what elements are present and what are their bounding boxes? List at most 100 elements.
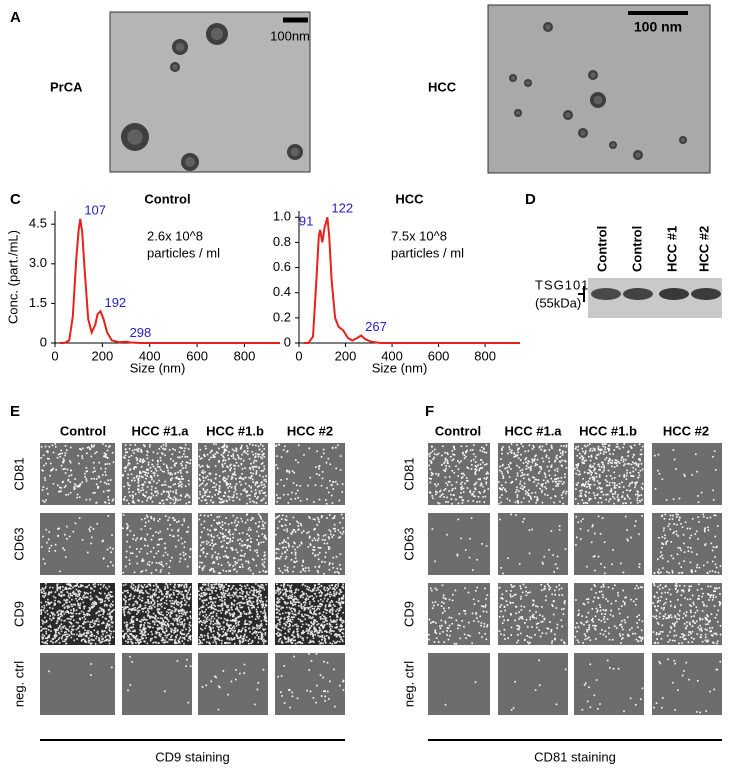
spot [335, 467, 338, 470]
spot [261, 563, 264, 565]
spot [138, 491, 140, 494]
spot [173, 602, 176, 604]
spot [312, 588, 314, 591]
spot [205, 604, 208, 606]
spot [330, 584, 333, 586]
spot [435, 472, 437, 475]
spot [450, 493, 452, 496]
spot [81, 481, 84, 484]
spot [480, 482, 483, 485]
spot [263, 448, 266, 450]
spot [262, 476, 264, 478]
spot [206, 495, 209, 498]
spot [81, 457, 84, 460]
spot [220, 453, 223, 456]
spot [330, 620, 333, 623]
spot [318, 551, 321, 554]
spot [183, 609, 185, 612]
spot [483, 491, 485, 493]
spot [212, 602, 214, 605]
spot [227, 604, 230, 607]
spot [138, 459, 141, 462]
spot [102, 622, 105, 625]
spot [319, 605, 322, 608]
spot [85, 613, 88, 615]
spot [199, 466, 202, 468]
spot [329, 562, 331, 564]
spot [189, 636, 191, 639]
spot [261, 584, 264, 586]
spot [105, 627, 107, 629]
spot [126, 626, 128, 628]
spot [446, 634, 448, 636]
spot [474, 681, 477, 684]
spot [327, 536, 330, 538]
spot [256, 610, 258, 613]
spot [210, 479, 212, 481]
spot [75, 588, 78, 591]
spot [175, 615, 178, 617]
spot [285, 546, 287, 549]
spot [293, 541, 295, 544]
spot [529, 496, 532, 499]
spot [233, 612, 235, 614]
spot [328, 563, 331, 566]
spot [260, 463, 263, 465]
spot [180, 469, 182, 472]
spot [318, 605, 321, 608]
spot [241, 637, 244, 640]
spot [158, 628, 160, 630]
spot [83, 597, 86, 599]
spot [169, 615, 172, 618]
spot [219, 605, 221, 607]
spot [65, 636, 68, 638]
spot [107, 515, 110, 517]
spot [250, 621, 252, 623]
spot [317, 588, 320, 591]
spot [82, 633, 84, 636]
spot [72, 591, 74, 594]
spot [106, 490, 109, 492]
spot [248, 458, 251, 460]
spot [310, 617, 313, 620]
spot [226, 537, 228, 540]
spot [102, 585, 105, 588]
spot [168, 492, 170, 494]
spot [252, 500, 254, 502]
spot [201, 629, 204, 631]
spot [433, 456, 436, 459]
spot [468, 556, 471, 559]
spot [45, 621, 48, 623]
spot [46, 613, 49, 616]
spot [203, 520, 206, 523]
spot [189, 635, 192, 638]
spot [277, 590, 279, 593]
spot [466, 487, 469, 489]
spot [177, 604, 180, 606]
spot [223, 555, 225, 558]
spot [51, 607, 54, 610]
spot [148, 614, 150, 617]
spot [217, 708, 220, 711]
spot [175, 618, 178, 621]
spot [144, 473, 147, 476]
spot [265, 475, 267, 477]
spot [287, 637, 290, 640]
spot [109, 633, 112, 635]
spot [221, 593, 223, 595]
spot [90, 631, 93, 634]
spot [57, 629, 59, 631]
spot [224, 479, 227, 482]
spot [159, 563, 162, 566]
spot [89, 609, 91, 611]
spot [313, 549, 316, 551]
spot [96, 611, 99, 614]
spot [230, 606, 232, 609]
spot [466, 449, 468, 452]
spot [57, 600, 59, 603]
spot [250, 486, 252, 488]
spot [329, 628, 332, 630]
spot [185, 665, 187, 667]
spot [208, 614, 211, 617]
scale-label: 100 nm [634, 19, 682, 35]
